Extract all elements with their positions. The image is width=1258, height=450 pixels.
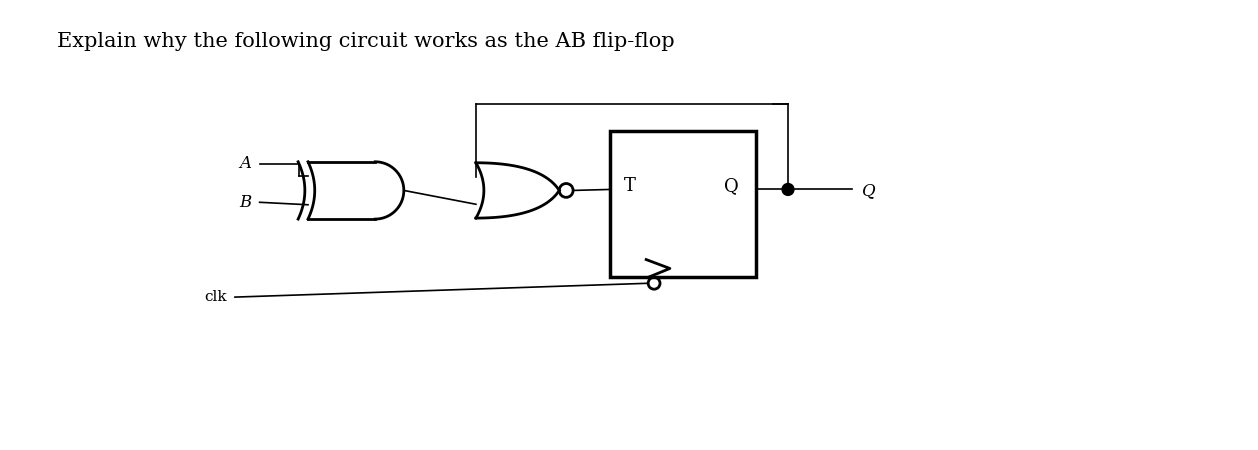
Text: Explain why the following circuit works as the AB flip-flop: Explain why the following circuit works … — [57, 32, 674, 51]
Text: T: T — [624, 177, 637, 195]
Bar — [610, 131, 756, 277]
Text: B: B — [239, 194, 252, 211]
Text: Q: Q — [862, 182, 876, 199]
Circle shape — [782, 184, 794, 195]
Text: Q: Q — [725, 177, 740, 195]
Text: A: A — [240, 155, 252, 172]
Text: clk: clk — [204, 290, 226, 304]
